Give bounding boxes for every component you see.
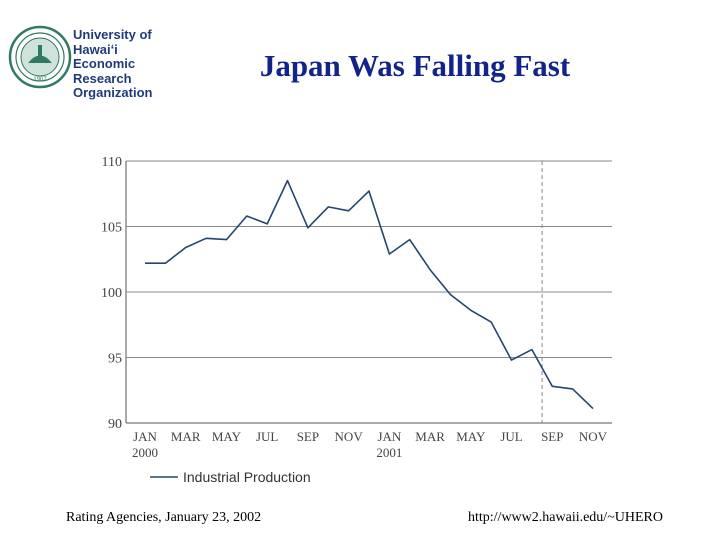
x-tick-label: MAR: [415, 429, 445, 444]
x-tick-label: JAN: [133, 429, 157, 444]
logo-line-2: Hawaiʻi: [73, 41, 118, 57]
x-tick-sublabel: 2001: [376, 445, 402, 460]
x-tick-sublabel: 2000: [132, 445, 158, 460]
uhero-logo: 1907 University of Hawaiʻi Economic Rese…: [8, 10, 173, 106]
x-tick-label: MAY: [212, 429, 242, 444]
x-tick-label: NOV: [579, 429, 608, 444]
logo-line-4: Research: [73, 70, 132, 86]
logo-line-3: Economic: [73, 56, 136, 71]
university-seal-icon: 1907: [8, 25, 72, 89]
logo-line-1: University of: [73, 27, 152, 42]
legend-label: Industrial Production: [183, 469, 311, 485]
x-tick-label: SEP: [541, 429, 563, 444]
y-tick-label: 90: [108, 417, 122, 432]
slide-title: Japan Was Falling Fast: [259, 48, 571, 83]
svg-text:1907: 1907: [33, 77, 47, 83]
footer-right-url: http://www2.hawaii.edu/~UHERO: [468, 510, 663, 525]
series-line-industrial-production: [145, 179, 594, 410]
x-tick-label: JAN: [377, 429, 401, 444]
y-tick-label: 110: [102, 155, 122, 170]
logo-text: University of Hawaiʻi Economic Research …: [73, 27, 153, 101]
x-tick-label: MAR: [171, 429, 201, 444]
logo-line-5: Organization: [73, 85, 153, 100]
footer-left-text: Rating Agencies, January 23, 2002: [66, 510, 262, 525]
y-tick-label: 105: [101, 221, 122, 236]
x-tick-label: MAY: [456, 429, 486, 444]
x-tick-label: SEP: [297, 429, 319, 444]
x-tick-label: JUL: [256, 429, 278, 444]
y-tick-label: 100: [101, 286, 122, 301]
x-tick-label: NOV: [335, 429, 364, 444]
y-tick-label: 95: [108, 352, 122, 367]
x-tick-label: JUL: [500, 429, 522, 444]
